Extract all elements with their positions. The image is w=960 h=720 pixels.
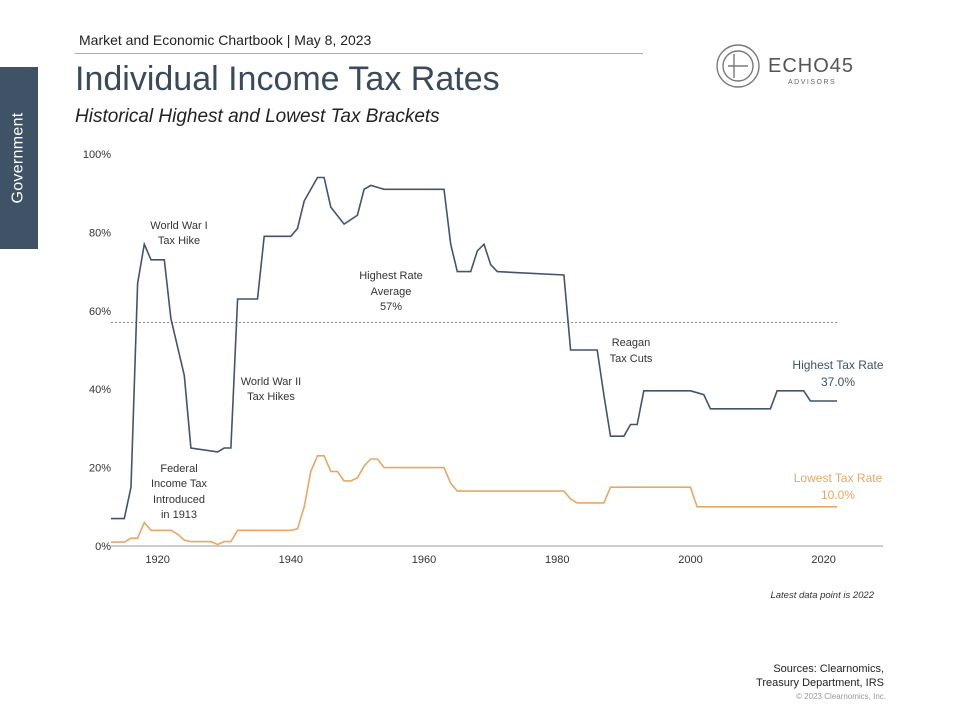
annotation-average-line3: 57% xyxy=(380,301,402,313)
series-label-lowest: Lowest Tax Rate 10.0% xyxy=(794,471,883,502)
annotation-average: Highest Rate Average 57% xyxy=(359,270,423,313)
annotation-fit-line1: Federal xyxy=(160,463,197,475)
section-tab-government: Government xyxy=(0,67,38,249)
x-tick-label: 1960 xyxy=(412,554,436,566)
y-tick-label: 60% xyxy=(89,306,111,318)
annotation-wwi-line2: Tax Hike xyxy=(158,235,200,247)
annotation-reagan-line1: Reagan xyxy=(612,337,651,349)
echo45-logo: ECHO45 ADVISORS xyxy=(716,44,854,88)
annotation-wwi-line1: World War I xyxy=(150,220,207,232)
x-tick-label: 2000 xyxy=(678,554,702,566)
x-tick-label: 1940 xyxy=(279,554,303,566)
page-title: Individual Income Tax Rates xyxy=(75,60,500,98)
y-tick-label: 0% xyxy=(95,541,111,553)
x-tick-label: 1980 xyxy=(545,554,569,566)
annotation-average-line2: Average xyxy=(371,286,412,298)
page-subtitle: Historical Highest and Lowest Tax Bracke… xyxy=(75,106,440,127)
logo-mark-icon xyxy=(716,44,760,88)
logo-name: ECHO45 xyxy=(768,55,854,77)
y-tick-label: 40% xyxy=(89,384,111,396)
annotation-wwii-line1: World War II xyxy=(241,376,302,388)
series-name-highest: Highest Tax Rate xyxy=(792,358,883,372)
annotation-fit-line4: in 1913 xyxy=(161,509,197,521)
annotation-wwii: World War II Tax Hikes xyxy=(241,376,302,403)
annotation-fit-line2: Income Tax xyxy=(151,478,208,490)
series-end-value-lowest: 10.0% xyxy=(821,488,855,502)
latest-data-footnote: Latest data point is 2022 xyxy=(770,590,874,601)
y-tick-label: 100% xyxy=(83,149,111,161)
header-divider xyxy=(75,53,643,54)
copyright-note: © 2023 Clearnomics, Inc. xyxy=(796,692,886,701)
y-tick-label: 20% xyxy=(89,463,111,475)
annotation-wwii-line2: Tax Hikes xyxy=(247,391,295,403)
series-end-value-highest: 37.0% xyxy=(821,375,855,389)
x-tick-label: 1920 xyxy=(145,554,169,566)
series-name-lowest: Lowest Tax Rate xyxy=(794,471,883,485)
highest-tax-rate-line xyxy=(111,176,837,520)
annotation-reagan: Reagan Tax Cuts xyxy=(610,337,653,365)
chartbook-header: Market and Economic Chartbook | May 8, 2… xyxy=(79,32,372,48)
x-tick-label: 2020 xyxy=(811,554,835,566)
y-tick-label: 80% xyxy=(89,227,111,239)
sources-line-2: Treasury Department, IRS xyxy=(756,677,884,689)
annotation-federal-income-tax: Federal Income Tax Introduced in 1913 xyxy=(151,463,208,521)
annotation-fit-line3: Introduced xyxy=(153,494,205,506)
annotation-average-line1: Highest Rate xyxy=(359,270,423,282)
annotation-wwi: World War I Tax Hike xyxy=(150,220,207,247)
logo-tagline: ADVISORS xyxy=(788,79,836,86)
sources-note: Sources: Clearnomics, Treasury Departmen… xyxy=(756,662,884,690)
y-axis-labels: 0% 20% 40% 60% 80% 100% xyxy=(83,149,111,553)
sources-line-1: Sources: Clearnomics, xyxy=(773,663,884,675)
series-label-highest: Highest Tax Rate 37.0% xyxy=(792,358,883,389)
lowest-tax-rate-line xyxy=(111,455,837,546)
annotation-reagan-line2: Tax Cuts xyxy=(610,353,653,365)
x-axis-labels: 1920 1940 1960 1980 2000 2020 xyxy=(145,554,836,566)
